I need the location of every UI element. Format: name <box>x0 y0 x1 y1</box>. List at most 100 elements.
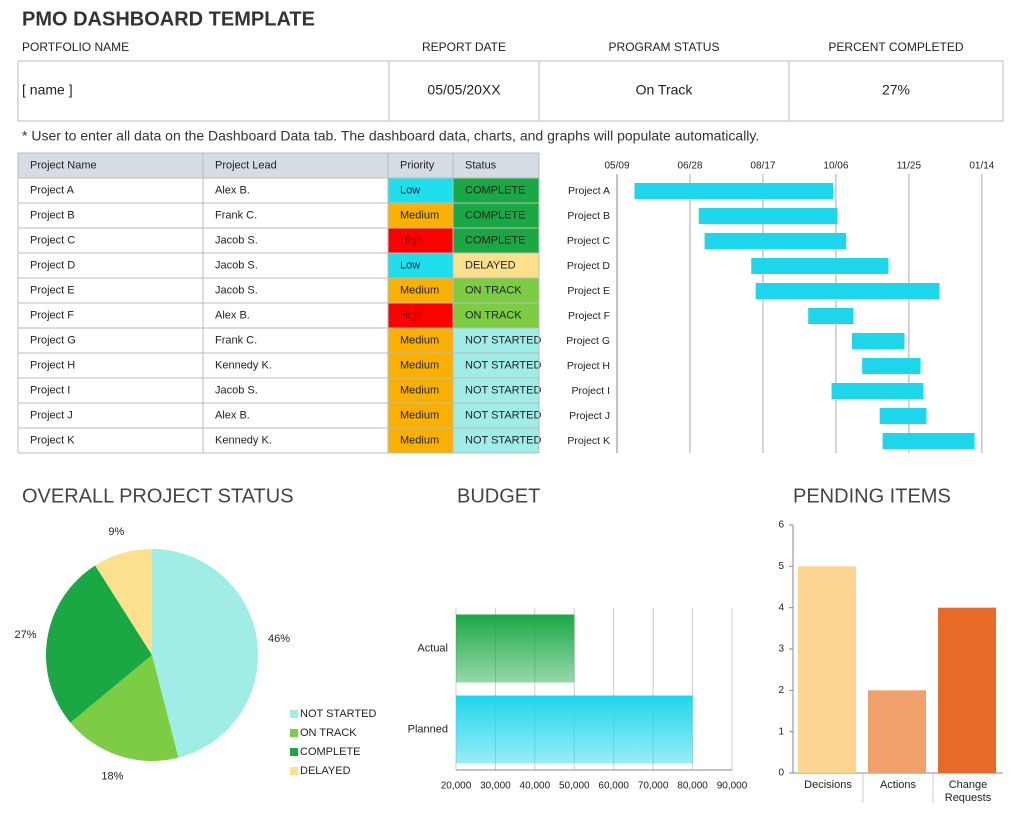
table-header-bg <box>18 153 539 178</box>
y-tick-label: Project D <box>567 260 611 272</box>
chart-title: OVERALL PROJECT STATUS <box>22 485 294 507</box>
x-tick-label: 30,000 <box>480 781 511 792</box>
x-tick-label: Change Requests <box>944 779 992 804</box>
x-label-box: Change Requests <box>944 779 992 804</box>
y-tick-label: Project J <box>569 410 610 422</box>
legend-swatch <box>290 729 298 737</box>
summary-header: PERCENT COMPLETED <box>828 40 963 54</box>
x-tick-label: 08/17 <box>750 161 775 172</box>
table-cell: Medium <box>400 409 439 421</box>
bar <box>938 607 996 773</box>
x-tick-label: 60,000 <box>598 781 629 792</box>
priority-cell <box>388 303 453 328</box>
legend-label: DELAYED <box>300 765 351 777</box>
y-tick-label: 0 <box>778 768 784 779</box>
x-tick-label: Decisions <box>804 779 852 791</box>
priority-cell <box>388 378 453 403</box>
data-label: 46% <box>268 633 290 645</box>
table-cell: Jacob S. <box>215 284 258 296</box>
legend-swatch <box>290 767 298 775</box>
x-label-box: Actions <box>880 779 916 791</box>
table-cell: Jacob S. <box>215 259 258 271</box>
status-cell <box>453 328 539 353</box>
data-label: 9% <box>108 526 124 538</box>
legend-label: COMPLETE <box>300 746 361 758</box>
x-tick-label: 40,000 <box>520 781 551 792</box>
table-header: Project Name <box>30 159 97 171</box>
table-cell: COMPLETE <box>465 209 526 221</box>
status-cell <box>453 253 539 278</box>
summary-header: REPORT DATE <box>422 40 506 54</box>
table-cell: NOT STARTED <box>465 384 541 396</box>
table-cell: Project C <box>30 234 75 246</box>
status-cell <box>453 303 539 328</box>
status-cell <box>453 278 539 303</box>
priority-cell <box>388 178 453 203</box>
table-cell: Project F <box>30 309 74 321</box>
y-tick-label: 5 <box>778 561 784 572</box>
y-tick-label: Planned <box>408 723 448 735</box>
x-tick-label: 01/14 <box>969 161 994 172</box>
table-cell: Alex B. <box>215 309 250 321</box>
gantt-bar <box>879 408 927 424</box>
table-cell: NOT STARTED <box>465 359 541 371</box>
y-tick-label: Project C <box>567 235 611 247</box>
table-header: Status <box>465 159 497 171</box>
table-cell: ON TRACK <box>465 309 522 321</box>
gantt-bar <box>862 358 921 374</box>
gantt-bar <box>634 183 833 199</box>
table-cell: Medium <box>400 434 439 446</box>
table-cell: Frank C. <box>215 209 257 221</box>
bar <box>456 614 575 683</box>
gantt-bar <box>704 233 847 249</box>
y-tick-label: Actual <box>417 642 448 654</box>
summary-value: On Track <box>636 82 694 98</box>
table-header: Priority <box>400 159 435 171</box>
table-cell: Project B <box>30 209 75 221</box>
x-tick-label: 80,000 <box>677 781 708 792</box>
summary-value: [ name ] <box>22 82 73 98</box>
table-cell: Alex B. <box>215 409 250 421</box>
x-tick-label: 50,000 <box>559 781 590 792</box>
table-cell: Frank C. <box>215 334 257 346</box>
y-tick-label: 1 <box>778 726 784 737</box>
table-cell: Low <box>400 259 420 271</box>
y-tick-label: Project E <box>567 285 610 297</box>
page-title: PMO DASHBOARD TEMPLATE <box>22 8 315 30</box>
table-cell: Jacob S. <box>215 384 258 396</box>
y-tick-label: Project A <box>568 185 610 197</box>
pie-slice <box>70 655 179 761</box>
priority-cell <box>388 278 453 303</box>
y-tick-label: 6 <box>778 520 784 531</box>
table-header: Project Lead <box>215 159 277 171</box>
gantt-bar <box>882 433 975 449</box>
y-tick-label: Project K <box>567 435 610 447</box>
bar <box>456 695 693 764</box>
table-cell: Jacob S. <box>215 234 258 246</box>
x-tick-label: 70,000 <box>638 781 669 792</box>
status-cell <box>453 378 539 403</box>
priority-cell <box>388 228 453 253</box>
table-cell: High <box>400 309 423 321</box>
gantt-bar <box>751 258 889 274</box>
data-label: 27% <box>15 629 37 641</box>
table-cell: DELAYED <box>465 259 516 271</box>
y-tick-label: Project B <box>567 210 610 222</box>
table-cell: High <box>400 234 423 246</box>
table-cell: COMPLETE <box>465 234 526 246</box>
y-tick-label: 2 <box>778 685 784 696</box>
priority-cell <box>388 253 453 278</box>
table-cell: Kennedy K. <box>215 434 272 446</box>
table-cell: Medium <box>400 209 439 221</box>
table-cell: NOT STARTED <box>465 434 541 446</box>
legend-label: NOT STARTED <box>300 708 376 720</box>
gantt-bar <box>755 283 940 299</box>
y-tick-label: 4 <box>778 602 784 613</box>
y-tick-label: Project I <box>571 385 610 397</box>
gantt-bar <box>698 208 838 224</box>
table-cell: Project I <box>30 384 70 396</box>
table-cell: Project D <box>30 259 75 271</box>
bar <box>868 690 926 773</box>
